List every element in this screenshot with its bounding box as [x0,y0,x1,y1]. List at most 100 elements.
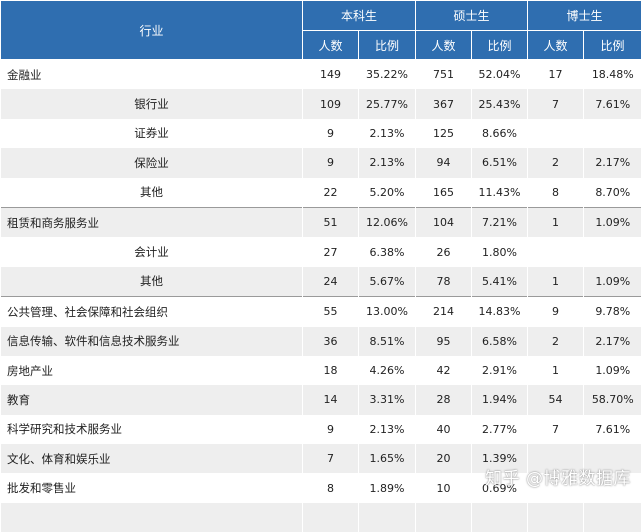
doctor-count-cell: 1 [528,267,584,297]
doctor-ratio-cell: 8.70% [584,178,641,208]
master-ratio-cell: 8.66% [472,119,528,148]
bachelor-count-cell: 14 [303,385,359,414]
master-ratio-cell: 5.41% [472,267,528,297]
bachelor-count-cell: 7 [303,444,359,473]
master-count-cell: 95 [416,327,472,356]
doctor-ratio-cell [584,503,641,532]
master-count-cell: 26 [416,237,472,266]
master-header: 硕士生 [416,1,528,31]
bachelor-count-cell: 149 [303,60,359,90]
master-ratio-cell: 1.80% [472,237,528,266]
bachelor-count-cell: 18 [303,356,359,385]
doctor-count-cell: 8 [528,178,584,208]
industry-cell: 教育 [1,385,303,414]
doctor-ratio-header: 比例 [584,31,641,60]
doctor-count-header: 人数 [528,31,584,60]
bachelor-ratio-cell: 2.13% [359,415,416,444]
master-count-header: 人数 [416,31,472,60]
doctor-count-cell [528,503,584,532]
bachelor-count-cell: 9 [303,148,359,177]
doctor-ratio-cell: 9.78% [584,297,641,327]
master-count-cell: 78 [416,267,472,297]
table-header: 行业 本科生 硕士生 博士生 人数 比例 人数 比例 人数 比例 [1,1,641,60]
doctor-ratio-cell: 7.61% [584,415,641,444]
doctor-count-cell: 2 [528,148,584,177]
bachelor-ratio-cell: 12.06% [359,207,416,237]
master-count-cell: 214 [416,297,472,327]
industry-cell: 证券业 [1,119,303,148]
master-ratio-cell: 1.94% [472,385,528,414]
doctor-count-cell: 17 [528,60,584,90]
industry-cell: 金融业 [1,60,303,90]
doctor-ratio-cell: 2.17% [584,148,641,177]
industry-cell: 批发和零售业 [1,473,303,502]
master-count-cell: 10 [416,473,472,502]
doctor-count-cell [528,119,584,148]
bachelor-count-cell: 9 [303,119,359,148]
master-count-cell: 165 [416,178,472,208]
master-count-cell: 104 [416,207,472,237]
industry-cell: 其他 [1,267,303,297]
master-ratio-cell: 2.91% [472,356,528,385]
bachelor-count-header: 人数 [303,31,359,60]
doctor-ratio-cell: 1.09% [584,267,641,297]
master-ratio-cell: 25.43% [472,89,528,118]
doctor-count-cell: 7 [528,415,584,444]
doctor-count-cell: 54 [528,385,584,414]
doctor-ratio-cell: 1.09% [584,356,641,385]
table-row [1,503,641,532]
master-ratio-cell: 11.43% [472,178,528,208]
industry-cell: 租赁和商务服务业 [1,207,303,237]
bachelor-ratio-cell: 3.31% [359,385,416,414]
doctor-ratio-cell: 18.48% [584,60,641,90]
master-ratio-cell: 7.21% [472,207,528,237]
master-count-cell: 42 [416,356,472,385]
master-count-cell: 20 [416,444,472,473]
bachelor-count-cell: 8 [303,473,359,502]
doctor-count-cell: 2 [528,327,584,356]
bachelor-count-cell: 22 [303,178,359,208]
bachelor-ratio-header: 比例 [359,31,416,60]
bachelor-count-cell [303,503,359,532]
doctor-ratio-cell: 2.17% [584,327,641,356]
bachelor-header: 本科生 [303,1,416,31]
doctor-ratio-cell [584,119,641,148]
bachelor-count-cell: 51 [303,207,359,237]
bachelor-count-cell: 9 [303,415,359,444]
bachelor-ratio-cell: 2.13% [359,148,416,177]
master-ratio-cell: 14.83% [472,297,528,327]
bachelor-ratio-cell: 2.13% [359,119,416,148]
master-count-cell: 40 [416,415,472,444]
bachelor-ratio-cell: 4.26% [359,356,416,385]
industry-cell [1,503,303,532]
bachelor-ratio-cell: 6.38% [359,237,416,266]
master-ratio-cell: 2.77% [472,415,528,444]
bachelor-count-cell: 36 [303,327,359,356]
bachelor-count-cell: 27 [303,237,359,266]
bachelor-ratio-cell: 13.00% [359,297,416,327]
bachelor-ratio-cell: 5.20% [359,178,416,208]
bachelor-count-cell: 24 [303,267,359,297]
industry-cell: 科学研究和技术服务业 [1,415,303,444]
watermark: 知乎 @博雅数据库 [485,464,631,489]
doctor-count-cell: 7 [528,89,584,118]
bachelor-ratio-cell: 35.22% [359,60,416,90]
bachelor-ratio-cell: 1.65% [359,444,416,473]
doctor-header: 博士生 [528,1,641,31]
doctor-ratio-cell: 1.09% [584,207,641,237]
industry-cell: 文化、体育和娱乐业 [1,444,303,473]
master-count-cell: 367 [416,89,472,118]
